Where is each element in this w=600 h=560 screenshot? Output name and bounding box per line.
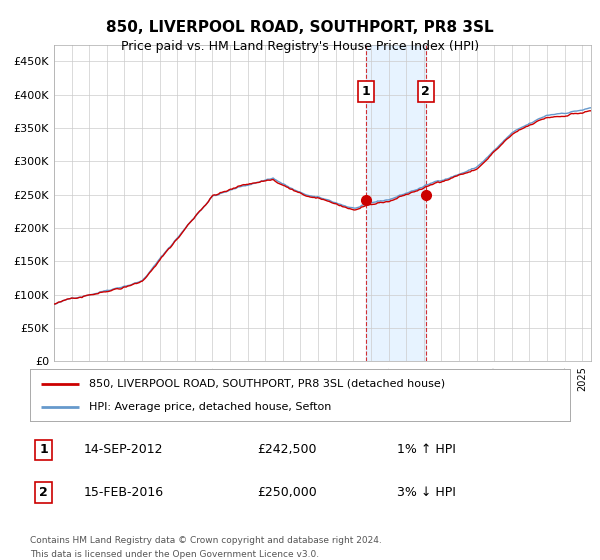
Text: Contains HM Land Registry data © Crown copyright and database right 2024.: Contains HM Land Registry data © Crown c… (30, 536, 382, 545)
Text: 14-SEP-2012: 14-SEP-2012 (84, 444, 163, 456)
Text: Price paid vs. HM Land Registry's House Price Index (HPI): Price paid vs. HM Land Registry's House … (121, 40, 479, 53)
Text: 1: 1 (39, 444, 48, 456)
Text: 2: 2 (39, 486, 48, 499)
Text: 3% ↓ HPI: 3% ↓ HPI (397, 486, 456, 499)
Text: 850, LIVERPOOL ROAD, SOUTHPORT, PR8 3SL: 850, LIVERPOOL ROAD, SOUTHPORT, PR8 3SL (106, 20, 494, 35)
Text: £242,500: £242,500 (257, 444, 316, 456)
Text: 15-FEB-2016: 15-FEB-2016 (84, 486, 164, 499)
Text: £250,000: £250,000 (257, 486, 317, 499)
Text: 1% ↑ HPI: 1% ↑ HPI (397, 444, 456, 456)
Bar (366, 45, 426, 361)
Text: HPI: Average price, detached house, Sefton: HPI: Average price, detached house, Seft… (89, 402, 332, 412)
Text: 850, LIVERPOOL ROAD, SOUTHPORT, PR8 3SL (detached house): 850, LIVERPOOL ROAD, SOUTHPORT, PR8 3SL … (89, 379, 446, 389)
Text: This data is licensed under the Open Government Licence v3.0.: This data is licensed under the Open Gov… (30, 550, 319, 559)
Text: 2: 2 (421, 85, 430, 98)
Text: 1: 1 (361, 85, 370, 98)
